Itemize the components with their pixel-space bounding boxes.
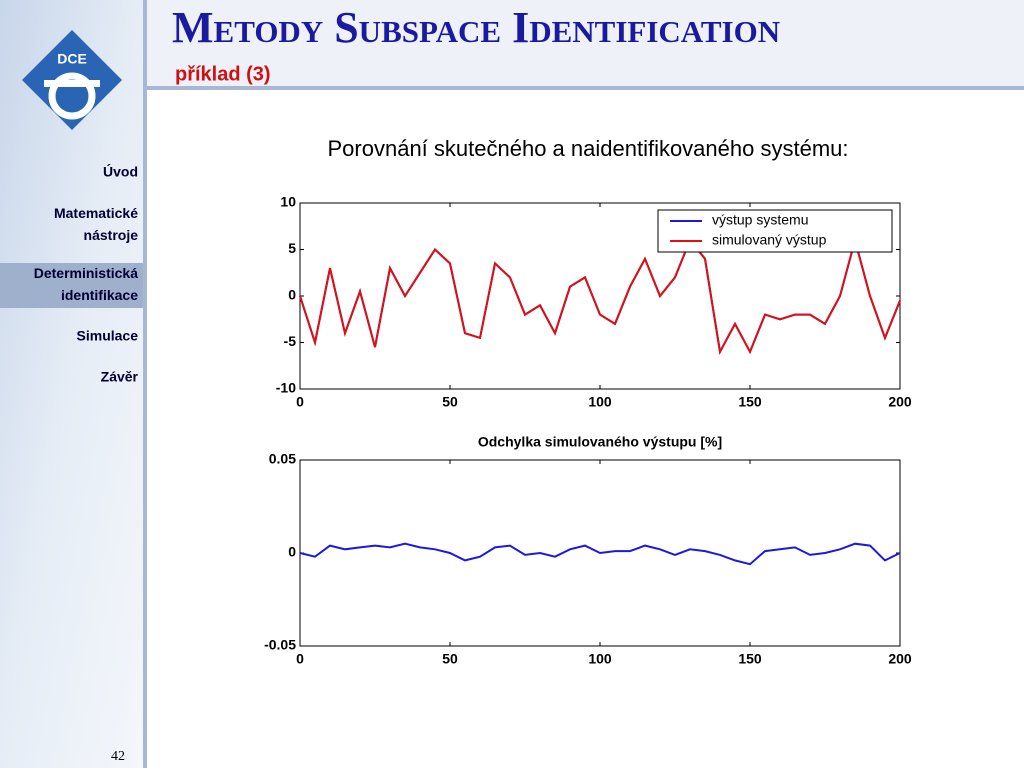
chart-title: Odchylka simulovaného výstupu [%] bbox=[478, 434, 722, 450]
y-tick-label: 0 bbox=[288, 287, 296, 303]
legend-label: simulovaný výstup bbox=[712, 232, 827, 248]
nav-item[interactable]: Úvod bbox=[103, 163, 138, 180]
y-tick-label: -5 bbox=[284, 333, 297, 349]
heading: Porovnání skutečného a naidentifikovanéh… bbox=[328, 136, 849, 161]
series-line bbox=[299, 542, 901, 566]
x-tick-label: 200 bbox=[888, 394, 912, 410]
legend-label: výstup systemu bbox=[712, 212, 808, 228]
x-tick-label: 100 bbox=[588, 394, 612, 410]
x-tick-label: 50 bbox=[442, 651, 458, 667]
x-tick-label: 150 bbox=[738, 394, 762, 410]
nav-highlight bbox=[0, 263, 143, 308]
x-tick-label: 50 bbox=[442, 394, 458, 410]
slide-subtitle: příklad (3) bbox=[175, 63, 271, 85]
y-tick-label: -0.05 bbox=[264, 637, 296, 653]
legend-box bbox=[657, 209, 893, 253]
header-band bbox=[145, 0, 1024, 88]
x-tick-label: 200 bbox=[888, 651, 912, 667]
y-tick-label: -10 bbox=[276, 380, 296, 396]
slide-title: Metody Subspace Identification bbox=[172, 3, 780, 52]
y-tick-label: 0.05 bbox=[269, 451, 296, 467]
y-tick-label: 10 bbox=[280, 194, 296, 210]
x-tick-label: 100 bbox=[588, 651, 612, 667]
page-number: 42 bbox=[111, 749, 125, 764]
nav-item[interactable]: Závěr bbox=[101, 369, 139, 385]
nav-item[interactable]: Deterministická identifikace bbox=[34, 265, 138, 303]
x-tick-label: 150 bbox=[738, 651, 762, 667]
logo-text: DCE bbox=[57, 51, 87, 67]
nav-item[interactable]: Matematické nástroje bbox=[54, 205, 138, 243]
series-line bbox=[299, 236, 901, 355]
nav-item[interactable]: Simulace bbox=[77, 328, 139, 344]
y-tick-label: 5 bbox=[288, 240, 296, 256]
x-tick-label: 0 bbox=[296, 394, 304, 410]
x-tick-label: 0 bbox=[296, 651, 304, 667]
logo: DCE bbox=[22, 30, 122, 130]
y-tick-label: 0 bbox=[288, 544, 296, 560]
